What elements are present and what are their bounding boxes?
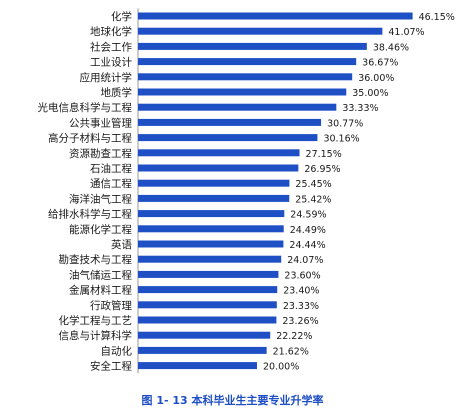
bar [138,194,290,202]
category-label: 应用统计学 [80,71,133,84]
category-label: 信息与计算科学 [59,329,133,342]
value-label: 36.67% [362,58,398,69]
category-label: 地质学 [101,86,133,99]
category-label: 行政管理 [90,299,132,312]
bar [138,255,282,263]
category-label: 能源化学工程 [69,223,132,236]
value-label: 41.07% [388,27,424,38]
category-label: 油气储运工程 [69,268,132,281]
bar [138,270,279,278]
value-label: 25.45% [295,179,331,190]
bar [138,73,353,81]
value-label: 23.60% [284,270,320,281]
value-label: 20.00% [263,362,299,373]
value-label: 46.15% [419,12,455,23]
category-label: 高分子材料与工程 [48,132,132,145]
value-label: 36.00% [358,73,394,84]
category-label: 资源勘查工程 [69,147,132,160]
value-label: 35.00% [352,88,388,99]
category-label: 勘查技术与工程 [59,253,133,266]
value-label: 38.46% [373,42,409,53]
category-label: 英语 [111,238,132,251]
category-label: 化学 [111,10,132,23]
bar [138,149,300,157]
bar [138,301,277,309]
value-label: 23.33% [283,301,319,312]
bar [138,134,318,142]
value-label: 24.59% [290,210,326,221]
bar [138,58,357,66]
value-label: 30.77% [327,118,363,129]
value-label: 23.40% [283,286,319,297]
value-label: 21.62% [273,346,309,357]
value-label: 23.26% [282,316,318,327]
category-label: 安全工程 [90,360,132,373]
bar [138,12,413,20]
bar [138,42,367,50]
category-label: 光电信息科学与工程 [38,101,133,114]
category-label: 地球化学 [90,25,132,38]
bar [138,316,277,324]
category-label: 通信工程 [90,178,132,190]
value-label: 25.42% [295,194,331,205]
bar [138,103,337,111]
category-label: 工业设计 [90,56,132,69]
value-label: 22.22% [276,331,312,342]
bar [138,118,322,126]
value-label: 24.07% [287,255,323,266]
bar [138,27,383,35]
bar [138,362,257,370]
value-label: 27.15% [306,149,342,160]
value-label: 30.16% [323,134,359,145]
bar-chart: 化学 46.15% 地球化学 41.07% 社会工作 38.46% 工业设计 36.67% 应用… [38,8,455,374]
bar [138,331,271,339]
value-label: 26.95% [304,164,340,175]
chart-title: 图 1- 13 本科毕业生主要专业升学率 [141,394,324,407]
value-label: 24.49% [290,225,326,236]
bar [138,240,284,248]
category-label: 金属材料工程 [69,284,132,297]
bar [138,346,267,354]
value-label: 33.33% [342,103,378,114]
bar [138,210,285,218]
category-label: 给排水科学与工程 [48,208,132,221]
bar [138,225,284,233]
value-label: 24.44% [289,240,325,251]
category-label: 石油工程 [90,162,132,175]
bar [138,286,278,294]
bar [138,164,299,172]
bar [138,88,347,96]
category-label: 社会工作 [90,40,132,53]
category-label: 自动化 [101,344,133,357]
bar [138,179,290,187]
category-label: 海洋油气工程 [69,192,132,205]
category-label: 化学工程与工艺 [59,314,133,327]
category-label: 公共事业管理 [69,116,132,129]
